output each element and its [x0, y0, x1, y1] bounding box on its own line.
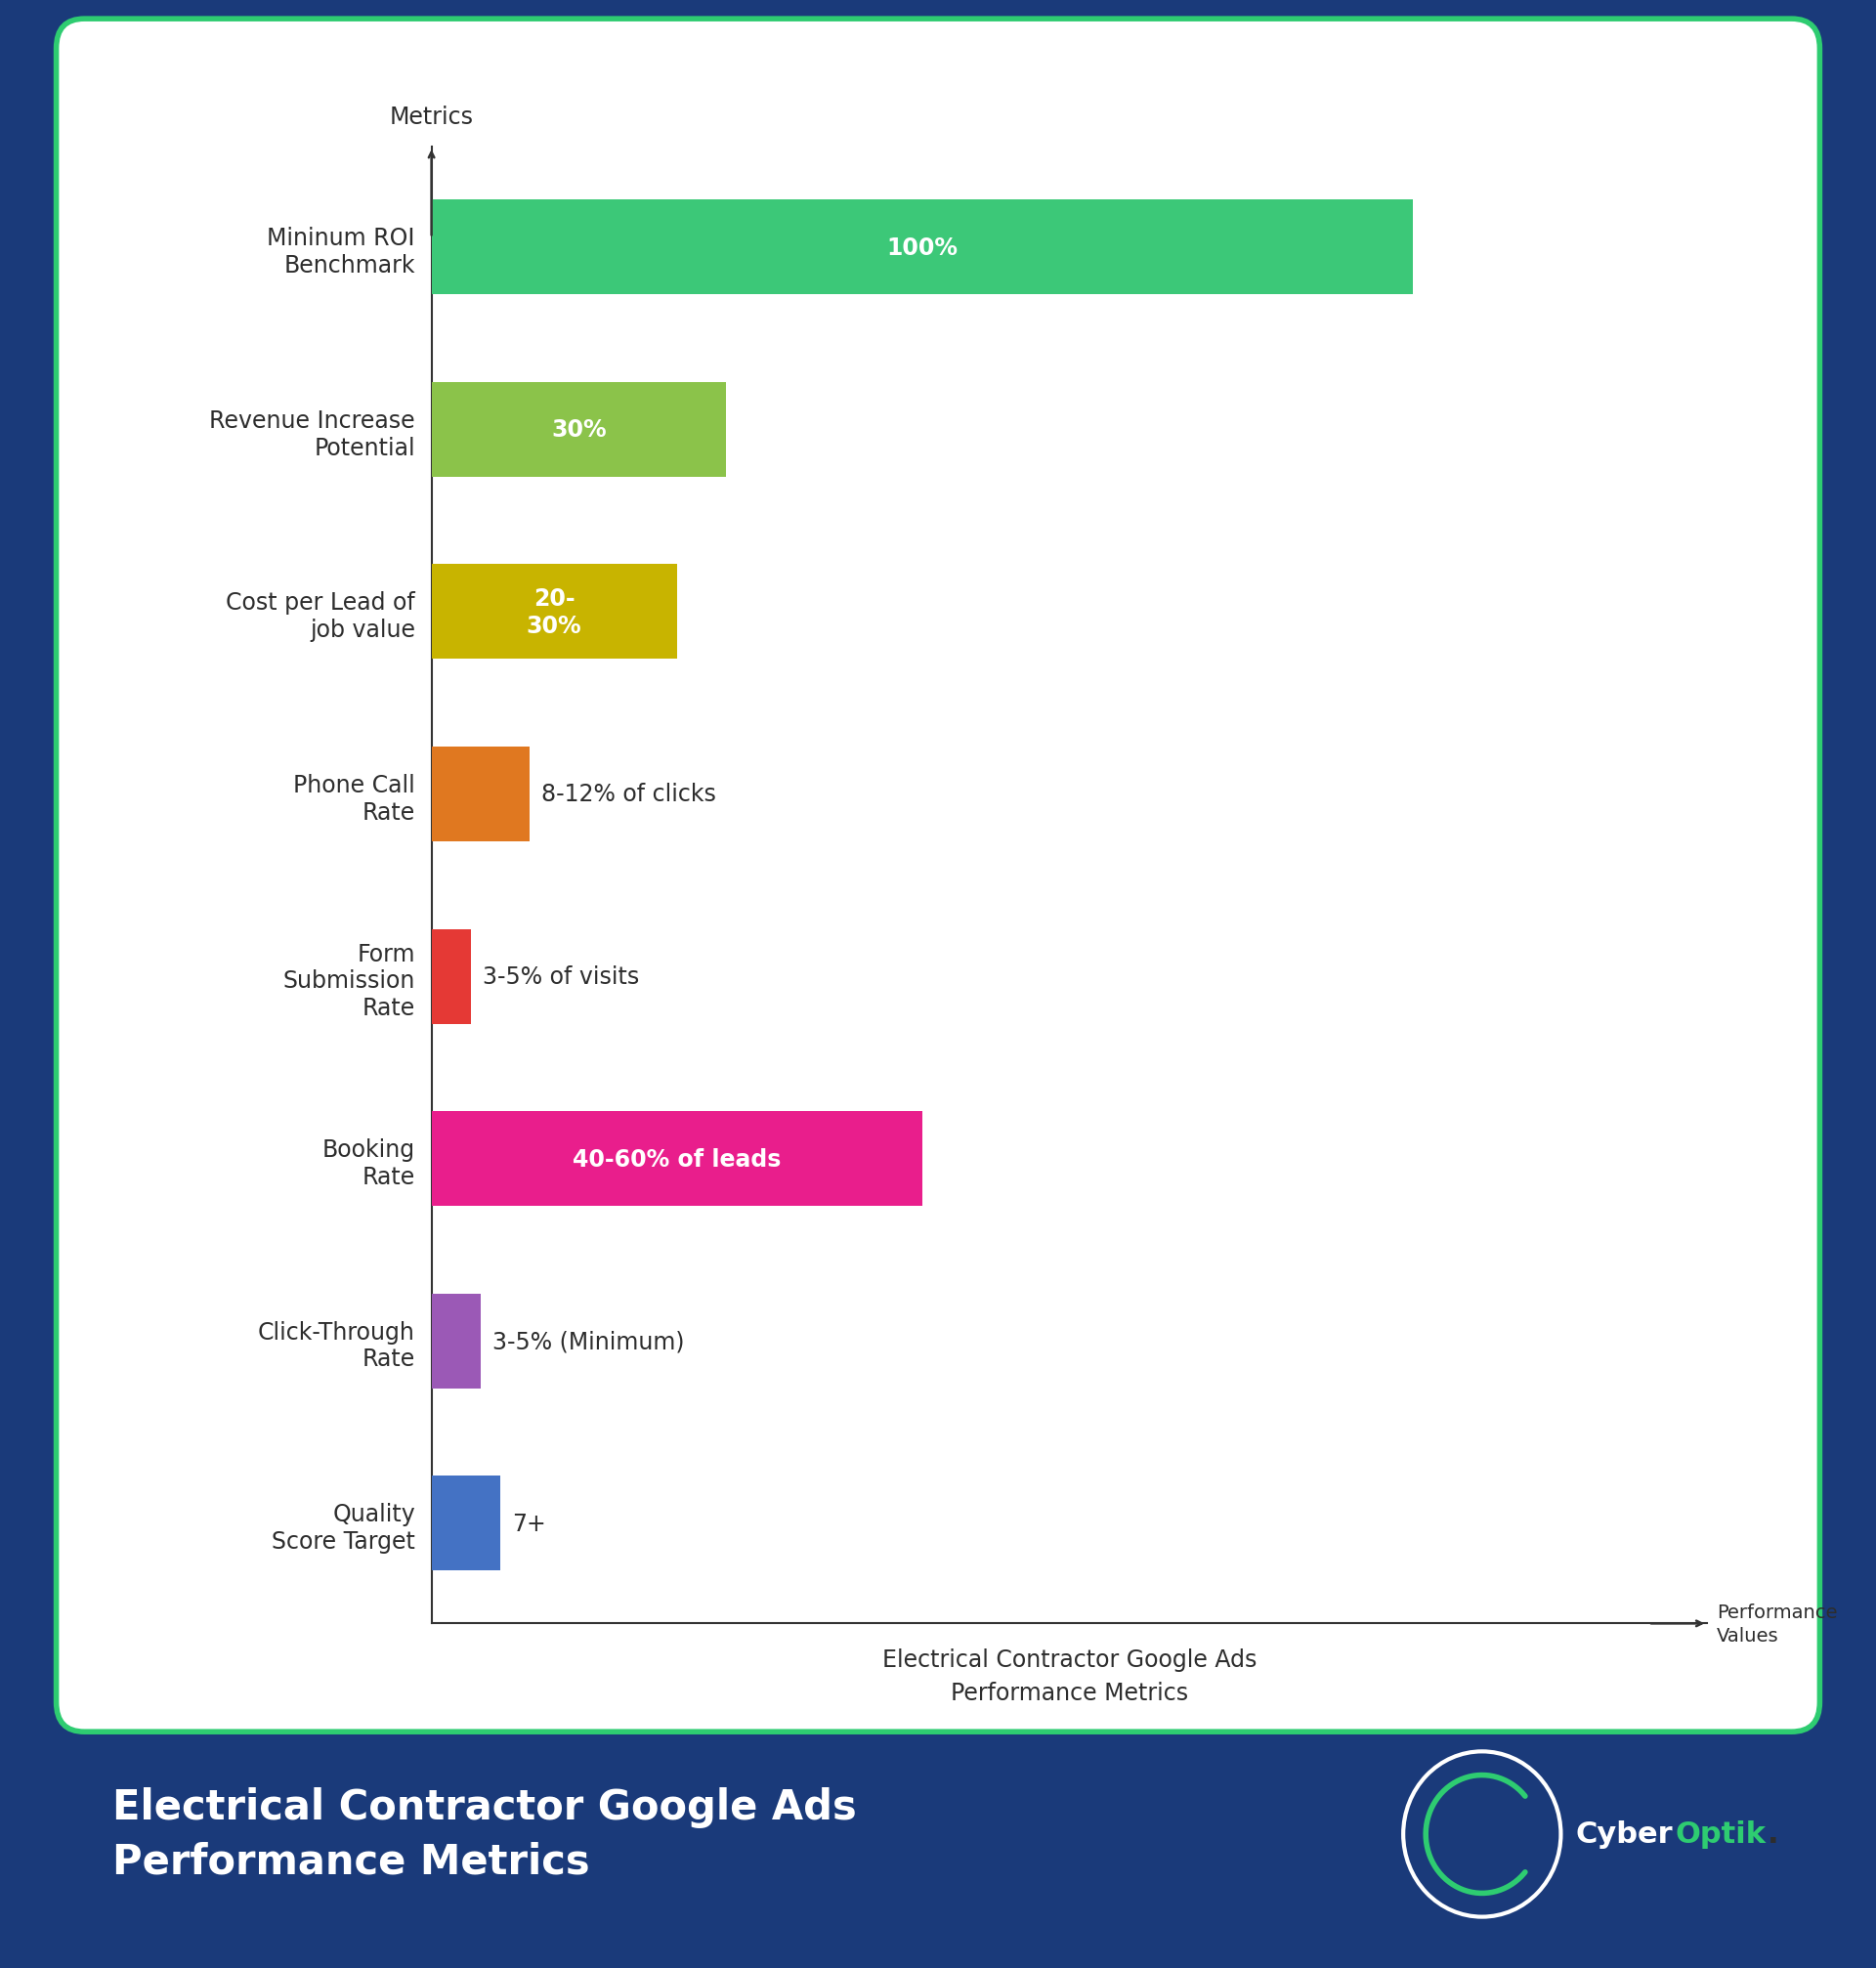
- Bar: [431, 565, 677, 659]
- Text: Metrics: Metrics: [390, 106, 473, 130]
- Text: 100%: 100%: [887, 236, 959, 260]
- Bar: [431, 1112, 923, 1206]
- Text: Optik: Optik: [1675, 1820, 1765, 1848]
- Bar: [431, 382, 726, 478]
- Text: 30%: 30%: [552, 419, 606, 441]
- Text: Electrical Contractor Google Ads
Performance Metrics: Electrical Contractor Google Ads Perform…: [113, 1787, 857, 1881]
- Bar: [431, 201, 1413, 295]
- Text: Performance
Values: Performance Values: [1717, 1602, 1838, 1645]
- Text: 7+: 7+: [512, 1511, 546, 1535]
- Text: 3-5% of visits: 3-5% of visits: [482, 964, 640, 988]
- Text: 20-
30%: 20- 30%: [527, 586, 582, 638]
- Bar: [431, 1476, 501, 1570]
- X-axis label: Electrical Contractor Google Ads
Performance Metrics: Electrical Contractor Google Ads Perform…: [882, 1647, 1257, 1704]
- Text: Cyber: Cyber: [1576, 1820, 1673, 1848]
- Bar: [431, 929, 471, 1023]
- Bar: [431, 748, 529, 842]
- Text: 3-5% (Minimum): 3-5% (Minimum): [492, 1330, 685, 1352]
- Text: 40-60% of leads: 40-60% of leads: [572, 1147, 780, 1171]
- Text: 8-12% of clicks: 8-12% of clicks: [542, 783, 717, 807]
- Bar: [431, 1293, 480, 1389]
- Text: .: .: [1767, 1820, 1778, 1848]
